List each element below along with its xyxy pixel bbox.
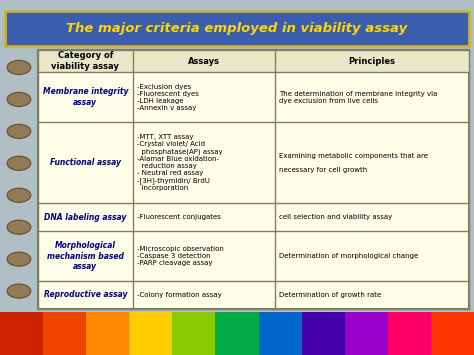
Text: DNA labeling assay: DNA labeling assay	[44, 213, 127, 222]
Bar	[0, 312, 43, 355]
Bar	[43, 312, 86, 355]
Text: Functional assay: Functional assay	[50, 158, 121, 167]
Ellipse shape	[7, 124, 31, 138]
Bar	[345, 312, 388, 355]
Bar	[38, 50, 469, 72]
Text: Principles: Principles	[349, 56, 396, 66]
Bar	[301, 312, 345, 355]
Bar	[258, 312, 301, 355]
Ellipse shape	[7, 220, 31, 234]
Bar	[38, 50, 469, 309]
Text: Determination of growth rate: Determination of growth rate	[279, 292, 381, 298]
Text: -Fluorescent conjugates: -Fluorescent conjugates	[137, 214, 220, 220]
Text: -MTT, XTT assay
-Crystal violet/ Acid
  phosphatase(AP) assay
-Alamar Blue oxida: -MTT, XTT assay -Crystal violet/ Acid ph…	[137, 135, 222, 191]
Text: -Microscopic observation
-Caspase 3 detection
-PARP cleavage assay: -Microscopic observation -Caspase 3 dete…	[137, 246, 223, 266]
Text: Assays: Assays	[188, 56, 220, 66]
Bar	[431, 312, 474, 355]
Text: -Colony formation assay: -Colony formation assay	[137, 292, 221, 298]
Text: Examining metabolic components that are

necessary for cell growth: Examining metabolic components that are …	[279, 153, 428, 173]
Bar	[388, 312, 431, 355]
Text: Category of
viability assay: Category of viability assay	[52, 51, 119, 71]
Text: The determination of membrane integrity via
dye exclusion from live cells: The determination of membrane integrity …	[279, 91, 438, 104]
Bar	[129, 312, 173, 355]
Ellipse shape	[7, 60, 31, 75]
Bar	[86, 312, 129, 355]
Bar	[0, 0, 474, 312]
Ellipse shape	[7, 284, 31, 298]
Text: Membrane integrity
assay: Membrane integrity assay	[43, 87, 128, 107]
Ellipse shape	[7, 188, 31, 202]
Text: Determination of morphological change: Determination of morphological change	[279, 253, 418, 259]
Ellipse shape	[7, 252, 31, 266]
Bar	[5, 11, 469, 46]
Text: Reproductive assay: Reproductive assay	[44, 290, 127, 299]
Text: -Exclusion dyes
-Fluorescent dyes
-LDH leakage
-Annexin v assay: -Exclusion dyes -Fluorescent dyes -LDH l…	[137, 84, 199, 111]
Ellipse shape	[7, 92, 31, 106]
Text: cell selection and viability assay: cell selection and viability assay	[279, 214, 392, 220]
Bar	[173, 312, 216, 355]
Text: Morphological
mechanism based
assay: Morphological mechanism based assay	[47, 241, 124, 271]
Bar	[216, 312, 258, 355]
Text: The major criteria employed in viability assay: The major criteria employed in viability…	[66, 22, 408, 35]
Ellipse shape	[7, 156, 31, 170]
